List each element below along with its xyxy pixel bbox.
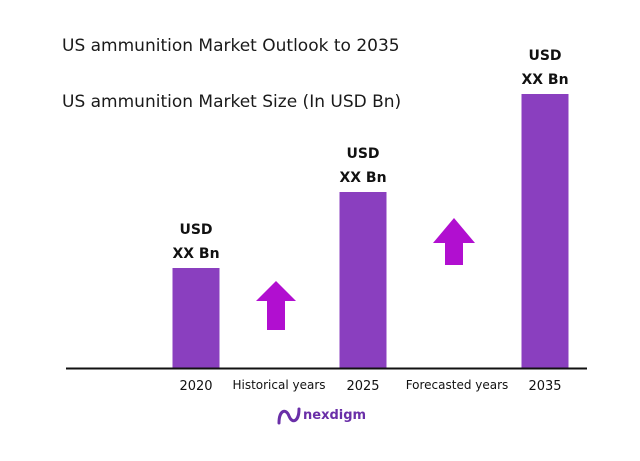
bar-2020 (172, 268, 220, 368)
growth-arrow-icon (256, 281, 296, 330)
bar-2035 (521, 94, 569, 368)
tick-label-2020: 2020 (179, 379, 212, 394)
value-label-2025-line-1: USD (346, 146, 379, 162)
tick-labels-group: 2020 2025 2035 (179, 379, 561, 394)
tick-label-2035: 2035 (528, 379, 561, 394)
bar-2025 (339, 192, 387, 368)
value-label-2025-line-2: XX Bn (339, 170, 386, 186)
bars-group (172, 94, 569, 368)
period-label-forecasted: Forecasted years (406, 378, 509, 392)
tick-label-2025: 2025 (346, 379, 379, 394)
value-labels-group: USD XX Bn USD XX Bn USD XX Bn (172, 48, 568, 262)
value-label-2035-line-2: XX Bn (521, 72, 568, 88)
value-label-2035-line-1: USD (528, 48, 561, 64)
growth-arrow-icon (433, 218, 475, 265)
value-label-2020-line-1: USD (179, 222, 212, 238)
period-label-historical: Historical years (232, 378, 325, 392)
chart-subtitle: US ammunition Market Size (In USD Bn) (62, 92, 401, 112)
brand-name: nexdigm (303, 408, 366, 423)
brand-logo: nexdigm (277, 407, 366, 425)
value-label-2020-line-2: XX Bn (172, 246, 219, 262)
brand-logo-icon (277, 407, 301, 425)
chart-title: US ammunition Market Outlook to 2035 (62, 36, 400, 56)
